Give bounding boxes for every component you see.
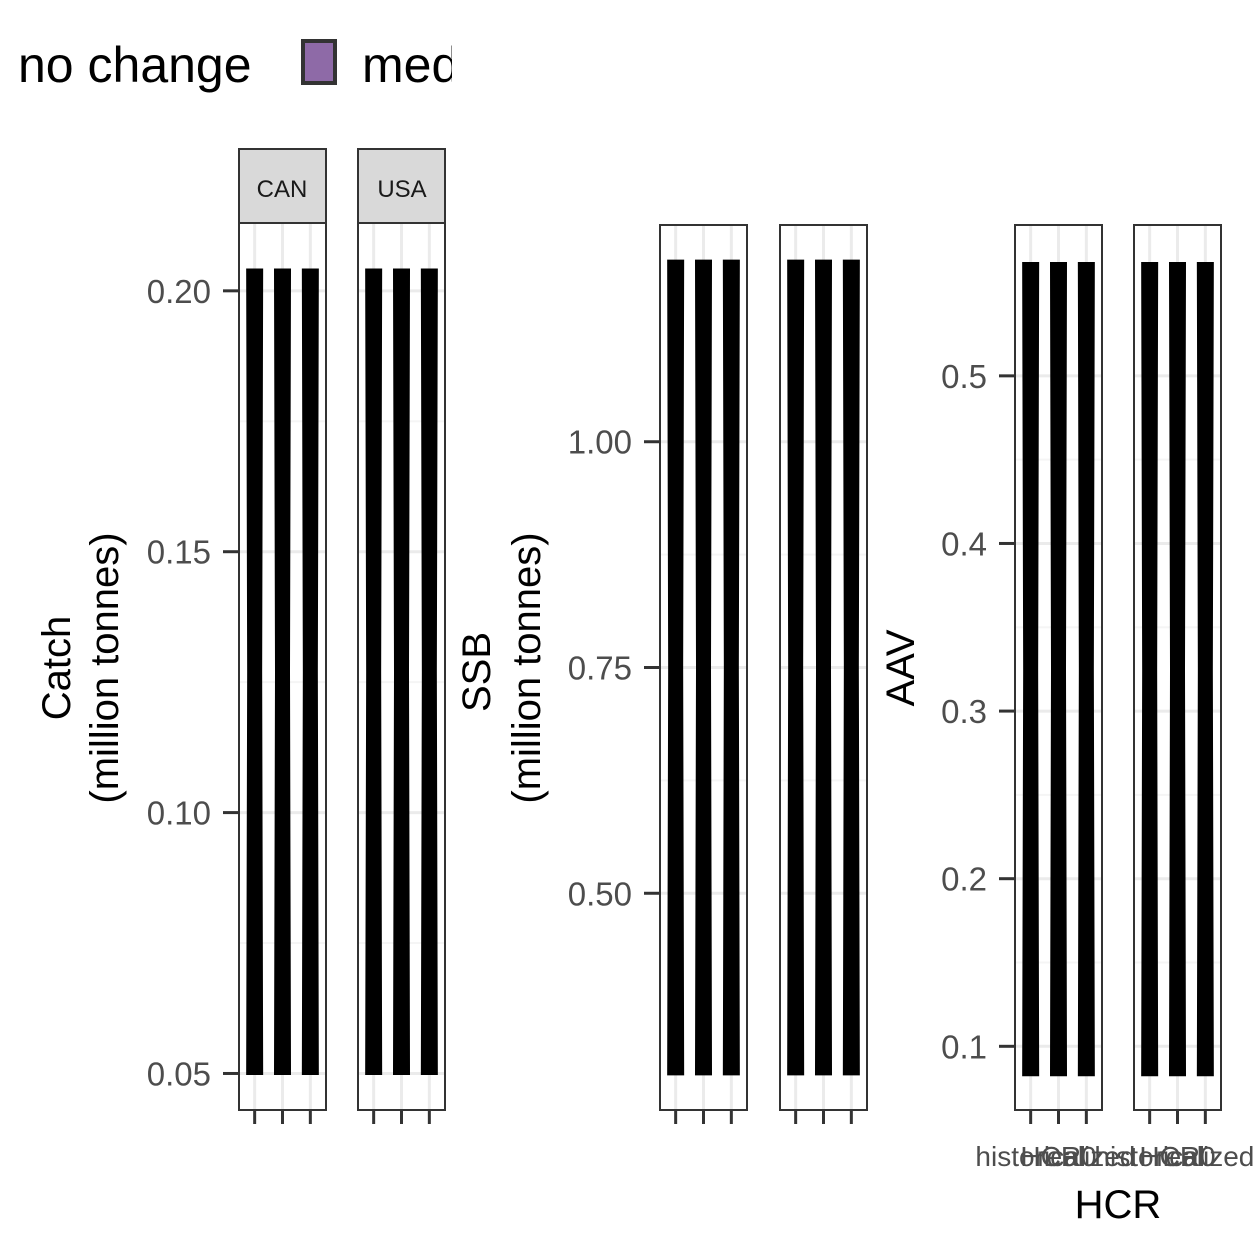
y-tick-label: 0.50 [568,875,632,912]
strip-usa-label: USA [377,176,426,203]
y-tick-label: 0.15 [147,534,211,571]
ssb-y-title: SSB [455,632,499,712]
x-tick-label: realized [1037,1141,1135,1172]
violin [1077,262,1095,1077]
violin [722,259,740,1076]
violin [814,259,833,1076]
violin [365,268,383,1075]
violin [1168,262,1187,1077]
catch-y-subtitle: (million tonnes) [83,532,127,803]
legend: no change med [18,37,459,93]
violin [1141,262,1159,1077]
catch-chart: Catch (million tonnes) CAN USA 0.20 0.15 0… [35,148,446,1124]
y-tick-label: 1.00 [568,424,632,461]
y-tick-label: 0.3 [941,693,987,730]
y-tick-label: 0.75 [568,650,632,687]
aav-x-title: HCR [1075,1183,1162,1227]
violin [787,259,805,1076]
y-tick-label: 0.05 [147,1055,211,1092]
violin [1049,262,1068,1077]
violin [392,268,411,1075]
x-tick-label: HCR0 [1139,1141,1215,1172]
violin [667,259,685,1076]
y-tick-label: 0.10 [147,795,211,832]
violin [1022,262,1040,1077]
x-tick-label: historical [1094,1141,1204,1172]
x-tick-label: HCR0 [1020,1141,1096,1172]
y-tick-label: 0.1 [941,1028,987,1065]
violin [273,268,292,1075]
violin [694,259,713,1076]
aav-chart: AAV HCR historicalHCR0realizedhistorical… [879,224,1254,1227]
y-tick-label: 0.20 [147,273,211,310]
x-tick-label: historical [975,1141,1085,1172]
y-tick-label: 0.4 [941,525,987,562]
violin [1196,262,1214,1077]
violin [842,259,860,1076]
violin [246,268,264,1075]
x-tick-label: realized [1156,1141,1254,1172]
strip-usa [357,148,446,224]
legend-key-med [301,39,337,85]
strip-can [238,148,327,224]
y-tick-label: 0.2 [941,861,987,898]
strip-can-label: CAN [257,176,308,203]
legend-label-no-change: no change [18,37,252,93]
catch-y-title: Catch [35,616,79,721]
violin [420,268,438,1075]
y-tick-label: 0.5 [941,358,987,395]
violin [301,268,319,1075]
ssb-chart: SSB (million tonnes) 1.00 0.75 0.50 [455,224,868,1124]
ssb-y-subtitle: (million tonnes) [505,532,549,803]
legend-label-med: med [362,37,459,93]
aav-y-title: AAV [879,629,923,706]
